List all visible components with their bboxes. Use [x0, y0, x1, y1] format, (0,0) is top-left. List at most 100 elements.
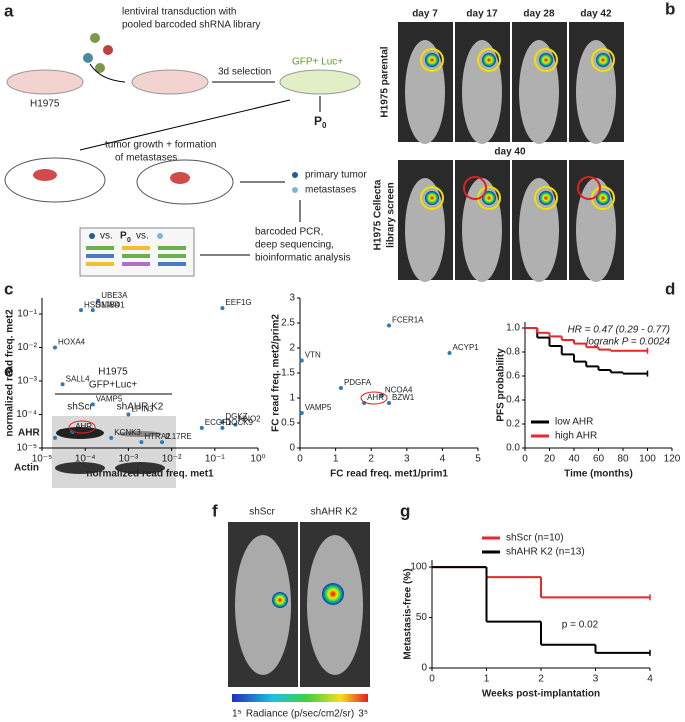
circle-marker — [477, 48, 501, 72]
y-tick-label: 10⁻⁴ — [16, 409, 37, 420]
label: pooled barcoded shRNA library — [122, 20, 260, 31]
point — [160, 440, 165, 445]
point-label: UBE3A — [101, 291, 128, 300]
point — [90, 402, 95, 407]
label: P — [120, 231, 127, 242]
legend-label: shScr (n=10) — [506, 533, 564, 544]
label: deep sequencing, — [255, 240, 334, 251]
mouse — [307, 535, 363, 675]
point-label: BZW1 — [392, 393, 415, 402]
point-label: EEF1G — [225, 298, 251, 307]
signal — [272, 592, 288, 608]
mouse — [405, 40, 445, 144]
label: bioinformatic analysis — [255, 253, 351, 264]
scale-label: 1⁵ — [232, 709, 242, 720]
signal — [425, 191, 439, 205]
x-tick-label: 2 — [368, 454, 374, 465]
band — [118, 431, 162, 437]
colorbar — [232, 694, 368, 702]
panel-letter: a — [4, 1, 14, 20]
panel-letter: e — [4, 361, 13, 380]
day-label: day 42 — [580, 9, 612, 20]
tumor — [33, 169, 57, 181]
legend-label: low AHR — [555, 417, 593, 428]
dot — [292, 187, 298, 193]
signal — [482, 53, 496, 67]
point-label: AHR — [367, 393, 384, 402]
panel-letter: g — [400, 501, 410, 520]
y-tick-label: 100 — [410, 562, 427, 573]
annotation: p = 0.02 — [562, 620, 599, 631]
lane-label: shAHR K2 — [117, 402, 164, 413]
y-tick-label: 0 — [289, 443, 295, 454]
signal — [596, 191, 610, 205]
x-tick-label: 10⁻⁴ — [75, 454, 96, 465]
point — [338, 386, 343, 390]
arrow — [89, 63, 126, 83]
mouse — [235, 535, 291, 675]
circle-marker — [591, 48, 615, 72]
point — [299, 411, 304, 415]
legend-label: shAHR K2 (n=13) — [506, 547, 585, 558]
point-label: IL17RE — [165, 432, 192, 441]
x-tick-label: 0 — [429, 674, 435, 685]
point — [379, 393, 384, 398]
point — [199, 425, 204, 430]
circle-marker — [534, 48, 558, 72]
circle-marker — [577, 176, 601, 200]
dish — [6, 69, 84, 95]
mouse — [4, 157, 106, 203]
point — [233, 422, 238, 427]
x-tick-label: 1 — [484, 674, 490, 685]
virus-icons — [83, 33, 113, 73]
panel-letter: c — [4, 279, 13, 298]
circle-marker — [534, 186, 558, 210]
signal — [539, 53, 553, 67]
label: 3d selection — [218, 67, 271, 78]
point — [299, 358, 304, 363]
label: 0 — [322, 121, 327, 130]
y-tick-label: 0 — [421, 663, 427, 674]
lane-label: shAHR K2 — [311, 507, 358, 518]
signal — [539, 191, 553, 205]
x-axis-title: Weeks post-implantation — [482, 689, 600, 700]
x-tick-label: 3 — [593, 674, 599, 685]
point — [139, 440, 144, 445]
y-axis-title: Metastasis-free (%) — [403, 568, 414, 659]
barcodes — [86, 246, 186, 266]
row-label: AHR — [18, 428, 40, 439]
x-tick-label: 4 — [440, 454, 446, 465]
day-label: day 40 — [494, 147, 526, 158]
x-tick-label: 20 — [544, 454, 556, 465]
x-tick-label: 80 — [617, 454, 629, 465]
point-label: AHR — [75, 422, 92, 431]
point — [79, 308, 84, 313]
scale-label: Radiance (p/sec/cm2/sr) — [246, 709, 354, 720]
mouse — [519, 40, 559, 144]
annotation: HR = 0.47 (0.29 - 0.77) — [567, 325, 670, 336]
point-label: VAMP5 — [305, 403, 332, 412]
point — [126, 412, 131, 417]
point-label: NCOA4 — [385, 386, 413, 395]
legend-label: high AHR — [555, 431, 597, 442]
y-tick-label: 0.0 — [506, 443, 520, 454]
y-axis-title: PFS probability — [496, 348, 507, 422]
point — [220, 425, 225, 430]
label: lentiviral transduction with — [122, 7, 237, 18]
x-tick-label: 120 — [664, 454, 681, 465]
label: primary tumor — [305, 170, 367, 181]
point-label: HOXA4 — [58, 338, 86, 347]
y-tick-label: 1.5 — [281, 368, 295, 379]
signal — [322, 583, 344, 605]
label: vs. — [100, 231, 113, 242]
x-tick-label: 5 — [475, 454, 481, 465]
point — [387, 401, 391, 405]
label: H1975 — [98, 367, 128, 378]
label: vs. — [136, 231, 149, 242]
panel-letter: b — [665, 0, 675, 18]
y-tick-label: 0.5 — [281, 418, 295, 429]
lane-label: shScr — [67, 402, 93, 413]
y-tick-label: 10⁻⁵ — [16, 443, 37, 454]
label: H1975 — [30, 99, 60, 110]
